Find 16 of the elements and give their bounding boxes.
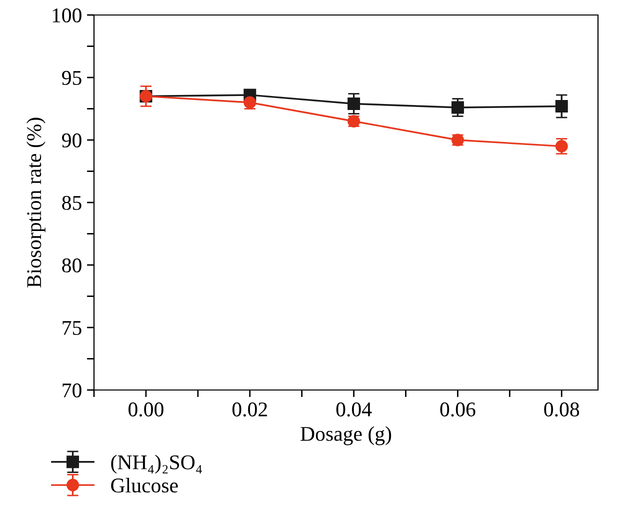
y-tick-label: 85: [62, 196, 82, 210]
legend-label: Glucose: [111, 478, 178, 493]
x-tick-label: 0.00: [128, 402, 164, 417]
y-tick-label: 70: [62, 383, 82, 398]
x-tick-label: 0.02: [232, 402, 267, 417]
y-tick-label: 90: [62, 133, 82, 148]
y-tick-label: 95: [62, 70, 82, 85]
y-tick-label: 80: [62, 258, 82, 272]
x-tick-label: 0.04: [336, 402, 372, 417]
x-tick-label: 0.08: [544, 402, 580, 417]
x-tick-label: 0.06: [440, 402, 476, 417]
y-tick-label: 100: [52, 8, 82, 22]
y-axis-title: Biosorption rate (%): [26, 118, 46, 288]
legend-label: (NH₄)₂SO₄: [111, 454, 202, 474]
x-axis-title: Dosage (g): [300, 426, 392, 446]
y-tick-label: 75: [62, 321, 82, 335]
